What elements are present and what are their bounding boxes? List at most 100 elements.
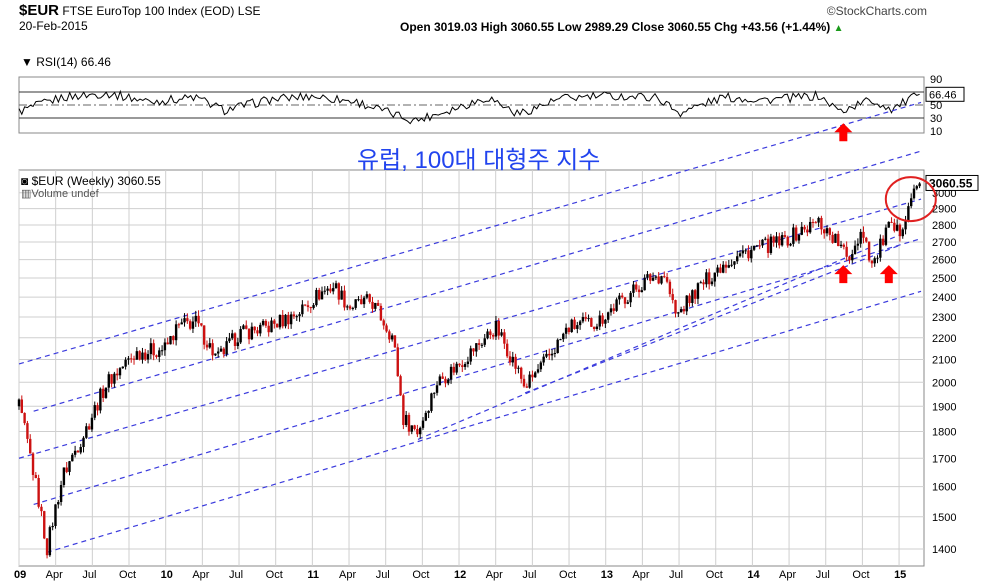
candle-body <box>317 289 321 300</box>
candle-body <box>104 387 108 398</box>
candle-body <box>447 379 450 384</box>
candle-body <box>121 366 125 369</box>
candle-body <box>671 294 674 301</box>
candle-body <box>870 260 874 264</box>
candle-body <box>643 277 646 291</box>
candle-body <box>553 352 557 354</box>
candle-body <box>587 318 590 320</box>
candle-body <box>612 308 615 311</box>
price-panel-frame <box>18 169 925 567</box>
candle-body <box>747 250 750 259</box>
candle-body <box>82 437 85 448</box>
candle-body <box>811 221 815 223</box>
candle-body <box>573 319 576 329</box>
candle-body <box>890 221 893 223</box>
candle-body <box>200 323 203 326</box>
chart-date: 20-Feb-2015 <box>19 19 88 33</box>
candle-body <box>792 227 795 244</box>
candle-body <box>31 453 35 475</box>
candle-body <box>884 227 888 245</box>
x-tick-label: Oct <box>412 569 429 581</box>
candle-body <box>483 338 486 345</box>
candle-body <box>500 332 503 336</box>
candle-body <box>531 374 534 378</box>
candle-body <box>54 504 57 527</box>
candle-body <box>873 258 876 264</box>
rsi-last-value-box <box>925 86 965 102</box>
x-tick-label: Oct <box>119 569 136 581</box>
rsi-tick-90: 90 <box>930 74 942 86</box>
candle-body <box>654 276 658 278</box>
candle-body <box>775 236 778 243</box>
candle-body <box>144 352 147 360</box>
candle-body <box>172 336 175 341</box>
candle-body <box>174 324 178 341</box>
rsi-title: ▼ RSI(14) 66.46 <box>21 55 111 69</box>
candle-body <box>665 277 669 282</box>
candle-body <box>402 395 405 425</box>
candle-body <box>365 294 369 298</box>
candle-body <box>528 374 531 388</box>
candle-body <box>191 321 195 329</box>
candle-body <box>837 233 840 247</box>
candle-body <box>158 350 161 357</box>
candle-body <box>407 414 411 432</box>
index-name: FTSE EuroTop 100 Index (EOD) <box>62 4 235 18</box>
candle-body <box>245 325 248 329</box>
trend-channel-line-6 <box>417 234 900 440</box>
candle-body <box>909 198 913 207</box>
candle-body <box>37 478 40 507</box>
price-last-value: 3060.55 <box>929 176 973 190</box>
candle-body <box>710 281 714 285</box>
candle-body <box>388 331 391 340</box>
candle-body <box>567 327 571 333</box>
candle-body <box>834 233 837 243</box>
candle-body <box>233 333 237 346</box>
candle-body <box>362 297 366 305</box>
candle-body <box>803 226 806 230</box>
candle-body <box>635 284 638 290</box>
x-tick-label: Oct <box>706 569 723 581</box>
candle-body <box>489 331 492 336</box>
candle-body <box>901 229 904 237</box>
candle-body <box>312 305 315 308</box>
x-tick-label: Apr <box>779 569 796 581</box>
candle-body <box>859 231 862 244</box>
rsi-tick-30: 30 <box>930 113 942 125</box>
candle-body <box>376 302 380 306</box>
candle-body <box>881 238 885 245</box>
candle-body <box>155 355 158 357</box>
candle-body <box>494 320 498 337</box>
candle-body <box>688 295 691 304</box>
candle-body <box>716 267 719 273</box>
candle-body <box>514 356 517 369</box>
candle-body <box>769 236 773 253</box>
candle-body <box>197 315 200 324</box>
candle-body <box>287 314 290 325</box>
candle-body <box>205 344 209 348</box>
candle-body <box>68 461 71 472</box>
candle-body <box>853 245 857 255</box>
candle-body <box>231 333 234 339</box>
candle-body <box>604 319 607 324</box>
brand-watermark[interactable]: ©StockCharts.com <box>826 4 927 18</box>
rsi-tick-50: 50 <box>930 100 942 112</box>
candle-body <box>222 348 226 355</box>
candle-body <box>736 256 739 262</box>
candle-body <box>520 367 523 379</box>
volume-label: ▥Volume undef <box>21 188 100 200</box>
candle-body <box>752 245 756 250</box>
candle-body <box>904 220 907 230</box>
candle-body <box>332 288 335 292</box>
price-tick-1400: 1400 <box>932 544 956 556</box>
candle-body <box>539 362 543 370</box>
candle-body <box>808 221 812 233</box>
candle-body <box>393 335 397 348</box>
candle-body <box>132 358 136 360</box>
candle-body <box>149 343 153 355</box>
candle-body <box>404 414 408 425</box>
candle-body <box>693 290 697 299</box>
candle-body <box>497 320 500 336</box>
candle-body <box>556 339 559 353</box>
candle-body <box>576 325 579 329</box>
